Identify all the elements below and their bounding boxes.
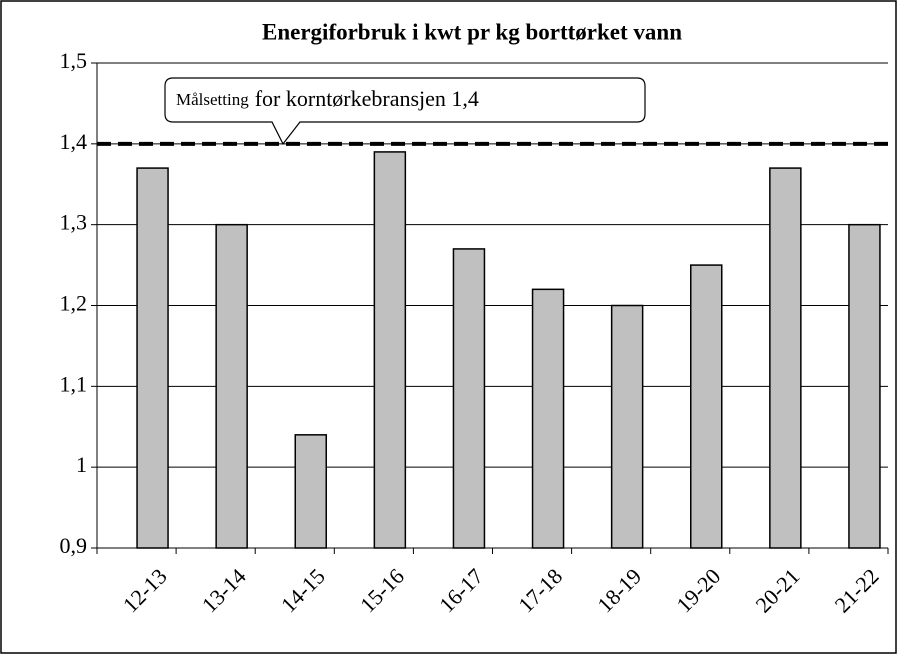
y-tick-label: 1,5 — [60, 48, 88, 73]
y-tick-label: 1,1 — [60, 371, 88, 396]
bar — [452, 248, 486, 549]
bar — [136, 167, 169, 549]
annotation-prefix: Målsetting — [176, 90, 249, 109]
y-tick-label: 0,9 — [60, 533, 88, 558]
bar — [848, 223, 881, 549]
annotation-box — [164, 77, 646, 145]
bar — [610, 304, 644, 549]
bar — [769, 167, 802, 549]
bar — [215, 223, 248, 549]
y-tick-label: 1 — [76, 452, 87, 477]
y-tick-label: 1,3 — [60, 210, 88, 235]
bar — [531, 288, 565, 549]
annotation-text: for korntørkebransjen 1,4 — [255, 86, 479, 111]
bar — [294, 434, 327, 549]
bar — [373, 151, 407, 549]
annotation: Målsetting for korntørkebransjen 1,4 — [176, 86, 479, 111]
y-tick-label: 1,4 — [60, 129, 88, 154]
bar — [690, 264, 723, 549]
y-tick-label: 1,2 — [60, 291, 88, 316]
chart-title: Energiforbruk i kwt pr kg borttørket van… — [262, 19, 682, 44]
